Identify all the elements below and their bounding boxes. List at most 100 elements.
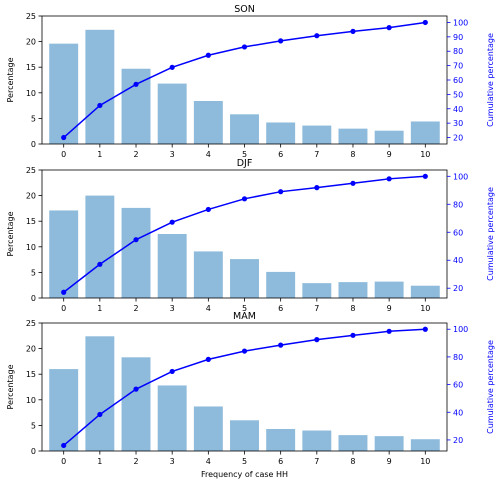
- y2-tick-label: 50: [453, 90, 463, 99]
- x-tick-label: 4: [206, 457, 211, 466]
- cumulative-point-4: [205, 206, 211, 213]
- cumulative-point-3: [169, 64, 175, 70]
- bar-9: [374, 130, 404, 144]
- cumulative-point-0: [61, 289, 67, 295]
- cumulative-point-8: [350, 180, 356, 186]
- y2-tick-label: 40: [453, 408, 463, 417]
- cumulative-point-1: [97, 411, 103, 418]
- bar-0: [49, 210, 79, 298]
- cumulative-point-3: [169, 219, 175, 225]
- y2-tick-label: 40: [453, 256, 463, 265]
- x-tick-label: 4: [206, 150, 211, 159]
- x-tick-label: 5: [242, 304, 247, 313]
- cumulative-point-4: [205, 356, 211, 362]
- x-tick-label: 8: [350, 304, 355, 313]
- bar-8: [338, 282, 368, 298]
- y-tick-label: 15: [26, 217, 36, 226]
- y-tick-label: 25: [26, 166, 36, 175]
- x-tick-label: 5: [242, 457, 247, 466]
- cumulative-point-10: [422, 173, 428, 179]
- bar-6: [266, 428, 296, 451]
- x-tick-label: 9: [387, 457, 392, 466]
- cumulative-point-0: [61, 134, 67, 141]
- y-axis-label: Percentage: [6, 364, 15, 409]
- x-tick-label: 10: [420, 457, 430, 466]
- cumulative-point-7: [314, 33, 320, 39]
- bar-4: [193, 406, 223, 451]
- cumulative-point-9: [386, 328, 392, 334]
- y-tick-label: 5: [31, 114, 36, 123]
- y2-tick-label: 20: [453, 436, 463, 445]
- y-tick-label: 15: [26, 63, 36, 72]
- y-tick-label: 20: [26, 345, 36, 354]
- y-tick-label: 10: [26, 243, 36, 252]
- cumulative-point-10: [422, 19, 428, 26]
- y-tick-label: 15: [26, 370, 36, 379]
- y2-tick-label: 100: [453, 18, 468, 27]
- bar-9: [374, 436, 404, 451]
- cumulative-point-9: [386, 25, 392, 31]
- x-tick-label: 0: [61, 457, 66, 466]
- x-tick-label: 3: [170, 304, 175, 313]
- x-tick-label: 7: [314, 150, 319, 159]
- y2-tick-label: 80: [453, 353, 463, 362]
- cumulative-point-8: [350, 332, 356, 338]
- bar-4: [193, 251, 223, 298]
- cumulative-point-5: [241, 196, 248, 202]
- cumulative-point-5: [241, 44, 248, 50]
- x-tick-label: 1: [97, 457, 102, 466]
- bar-8: [338, 128, 368, 144]
- x-tick-label: 6: [278, 150, 283, 159]
- bar-10: [410, 121, 440, 144]
- x-tick-label: 2: [133, 150, 138, 159]
- y-tick-label: 0: [31, 294, 36, 303]
- x-tick-label: 10: [420, 304, 430, 313]
- cumulative-point-2: [133, 386, 139, 392]
- cumulative-point-9: [386, 176, 392, 182]
- bar-7: [302, 283, 332, 298]
- x-tick-label: 3: [170, 150, 175, 159]
- y2-tick-label: 90: [453, 33, 463, 42]
- chart-panel-mam: 0 1 2 3 4 5 6 7 8 9 10051015202520406080100MAMPerc…: [6, 311, 495, 479]
- bar-6: [266, 122, 296, 144]
- x-tick-label: 7: [314, 457, 319, 466]
- chart-panel-djf: 0 1 2 3 4 5 6 7 8 9 10051015202520406080100DJFPerc…: [6, 158, 495, 313]
- bar-1: [85, 195, 115, 298]
- y-tick-label: 20: [26, 38, 36, 47]
- bar-9: [374, 281, 404, 298]
- chart-title: DJF: [237, 158, 253, 169]
- x-tick-label: 10: [420, 150, 430, 159]
- x-axis-label: Frequency of case HH: [201, 470, 288, 479]
- cumulative-point-2: [133, 81, 139, 87]
- cumulative-point-6: [278, 38, 284, 44]
- x-tick-label: 6: [278, 457, 283, 466]
- y-tick-label: 0: [31, 447, 36, 456]
- x-tick-label: 6: [278, 304, 283, 313]
- y-tick-label: 5: [31, 421, 36, 430]
- bar-4: [193, 100, 223, 144]
- y2-tick-label: 20: [453, 284, 463, 293]
- bar-3: [157, 83, 187, 144]
- chart-panel-son: 0 1 2 3 4 5 6 7 8 9 100510152025203040506070809010…: [6, 4, 495, 159]
- y-tick-label: 5: [31, 268, 36, 277]
- cumulative-point-6: [278, 189, 284, 195]
- y2-tick-label: 20: [453, 134, 463, 143]
- bar-10: [410, 439, 440, 451]
- x-tick-label: 4: [206, 304, 211, 313]
- cumulative-point-1: [97, 261, 103, 267]
- x-tick-label: 1: [97, 150, 102, 159]
- x-tick-label: 9: [387, 304, 392, 313]
- bar-3: [157, 385, 187, 451]
- y2-tick-label: 100: [453, 325, 468, 334]
- cumulative-point-7: [314, 337, 320, 343]
- bar-0: [49, 43, 79, 144]
- y2-tick-label: 80: [453, 47, 463, 56]
- bar-6: [266, 271, 296, 298]
- y2-tick-label: 30: [453, 119, 463, 128]
- y2-tick-label: 100: [453, 172, 468, 181]
- bar-5: [230, 259, 259, 298]
- x-tick-label: 0: [61, 150, 66, 159]
- x-tick-label: 0: [61, 304, 66, 313]
